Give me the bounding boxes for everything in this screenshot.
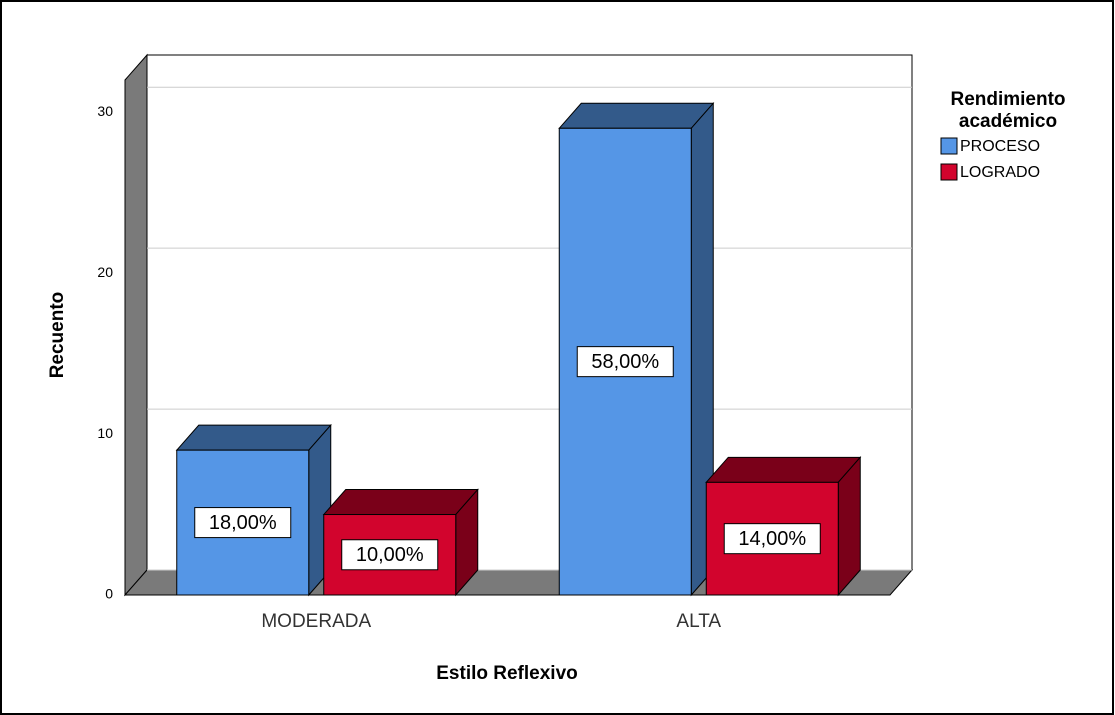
value-label: 14,00%	[738, 528, 806, 550]
bar-side	[837, 456, 861, 597]
value-label: 18,00%	[209, 512, 277, 534]
x-axis-label: Estilo Reflexivo	[436, 663, 578, 684]
bar-top	[705, 456, 862, 483]
y-axis-label: Recuento	[47, 292, 68, 379]
bar-top	[558, 102, 715, 129]
value-label-box	[576, 346, 674, 378]
legend-label: PROCESO	[960, 138, 1040, 155]
x-tick-label: MODERADA	[261, 611, 371, 632]
y-tick-label: 10	[97, 425, 113, 441]
left-wall	[124, 53, 148, 597]
legend-swatch	[940, 163, 958, 181]
y-tick-label: 20	[97, 264, 113, 280]
x-tick-label: ALTA	[676, 611, 721, 632]
legend-swatch	[940, 137, 958, 155]
value-label-box	[194, 507, 292, 539]
value-label-box	[723, 523, 821, 555]
y-tick-label: 30	[97, 103, 113, 119]
value-label: 10,00%	[356, 544, 424, 566]
legend-label: LOGRADO	[960, 164, 1040, 181]
y-tick-label: 0	[105, 586, 113, 602]
value-label: 58,00%	[591, 351, 659, 373]
value-label-box	[341, 539, 439, 571]
bar-top	[322, 489, 479, 516]
bar-top	[175, 424, 332, 451]
legend-title: Rendimiento académico	[950, 89, 1065, 132]
